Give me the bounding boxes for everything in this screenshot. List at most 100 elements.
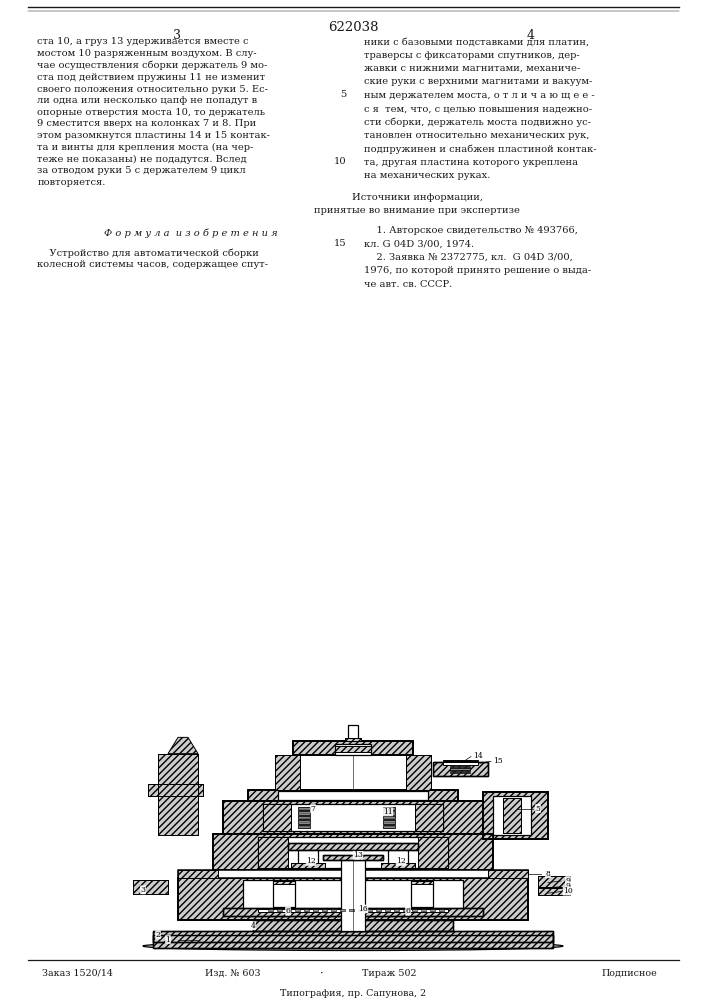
- Text: ным держателем моста, о т л и ч а ю щ е е -: ным держателем моста, о т л и ч а ю щ е …: [364, 91, 595, 100]
- Bar: [322, 909, 327, 911]
- Bar: [433, 762, 488, 776]
- Bar: [335, 746, 371, 752]
- Bar: [411, 881, 433, 884]
- Bar: [298, 807, 310, 810]
- Bar: [323, 855, 383, 860]
- Bar: [275, 755, 300, 790]
- Text: ·: ·: [320, 968, 323, 978]
- Bar: [288, 843, 418, 850]
- Text: 9: 9: [566, 882, 571, 890]
- Bar: [411, 881, 433, 884]
- Bar: [335, 746, 371, 752]
- Bar: [345, 738, 361, 741]
- Text: кл. G 04D 3/00, 1974.: кл. G 04D 3/00, 1974.: [364, 240, 474, 249]
- Text: 10: 10: [563, 887, 573, 895]
- Text: 16: 16: [358, 905, 368, 913]
- Bar: [273, 881, 295, 884]
- Text: ста 10, а груз 13 удерживается вместе с
мостом 10 разряженным воздухом. В слу-
ч: ста 10, а груз 13 удерживается вместе с …: [37, 37, 271, 187]
- Bar: [268, 909, 273, 911]
- Bar: [335, 746, 371, 752]
- Bar: [288, 843, 418, 850]
- Bar: [148, 784, 203, 796]
- Text: на механических руках.: на механических руках.: [364, 171, 491, 180]
- Bar: [348, 725, 358, 741]
- Text: тановлен относительно механических рук,: тановлен относительно механических рук,: [364, 131, 590, 140]
- Bar: [248, 790, 458, 801]
- Bar: [335, 744, 371, 755]
- Bar: [383, 807, 395, 810]
- Text: подпружинен и снабжен пластиной контак-: подпружинен и снабжен пластиной контак-: [364, 144, 597, 154]
- Bar: [263, 804, 291, 831]
- Bar: [263, 804, 443, 831]
- Text: 1976, по которой принято решение о выда-: 1976, по которой принято решение о выда-: [364, 266, 591, 275]
- Text: Источники информации,: Источники информации,: [351, 193, 483, 202]
- Bar: [153, 931, 553, 942]
- Bar: [503, 798, 521, 833]
- Bar: [367, 909, 372, 911]
- Bar: [443, 762, 478, 765]
- Bar: [288, 843, 418, 850]
- Bar: [483, 792, 548, 839]
- Bar: [450, 772, 470, 773]
- Bar: [323, 855, 383, 860]
- Text: принятые во внимание при экспертизе: принятые во внимание при экспертизе: [314, 206, 520, 215]
- Bar: [275, 755, 300, 790]
- Text: 2: 2: [156, 931, 160, 939]
- Bar: [406, 755, 431, 790]
- Bar: [323, 855, 383, 860]
- Bar: [291, 863, 325, 868]
- Bar: [358, 909, 363, 911]
- Bar: [298, 820, 310, 824]
- Bar: [363, 880, 463, 916]
- Bar: [277, 909, 282, 911]
- Bar: [223, 801, 483, 834]
- Bar: [178, 870, 528, 878]
- Bar: [295, 909, 300, 911]
- Bar: [430, 909, 435, 911]
- Bar: [538, 887, 570, 895]
- Bar: [439, 909, 444, 911]
- Bar: [538, 876, 570, 888]
- Bar: [418, 837, 448, 868]
- Bar: [376, 909, 381, 911]
- Bar: [213, 834, 493, 870]
- Text: 12: 12: [306, 857, 316, 865]
- Bar: [406, 755, 431, 790]
- Text: 10: 10: [334, 157, 346, 166]
- Bar: [178, 870, 218, 878]
- Bar: [293, 741, 413, 755]
- Bar: [293, 741, 413, 755]
- Bar: [415, 804, 443, 831]
- Text: 7: 7: [310, 805, 315, 813]
- Bar: [538, 887, 570, 895]
- Bar: [275, 755, 300, 790]
- Bar: [298, 816, 310, 819]
- Text: Изд. № 603: Изд. № 603: [206, 968, 261, 978]
- Bar: [418, 837, 448, 868]
- Bar: [313, 909, 318, 911]
- Bar: [450, 768, 470, 770]
- Text: че авт. св. СССР.: че авт. св. СССР.: [364, 280, 452, 289]
- Bar: [538, 876, 570, 888]
- Bar: [388, 850, 408, 866]
- Bar: [258, 837, 288, 868]
- Bar: [178, 870, 218, 878]
- Bar: [415, 804, 443, 831]
- Bar: [286, 909, 291, 911]
- Bar: [383, 811, 395, 815]
- Bar: [488, 870, 528, 878]
- Text: сти сборки, держатель моста подвижно ус-: сти сборки, держатель моста подвижно ус-: [364, 117, 591, 127]
- Text: 1: 1: [165, 936, 170, 944]
- Bar: [483, 792, 548, 839]
- Bar: [538, 876, 570, 888]
- Polygon shape: [168, 737, 198, 754]
- Text: траверсы с фиксаторами спутников, дер-: траверсы с фиксаторами спутников, дер-: [364, 51, 580, 60]
- Text: с я  тем, что, с целью повышения надежно-: с я тем, что, с целью повышения надежно-: [364, 104, 592, 113]
- Bar: [278, 791, 428, 800]
- Text: 6: 6: [406, 907, 411, 915]
- Bar: [253, 920, 453, 931]
- Text: Заказ 1520/14: Заказ 1520/14: [42, 968, 113, 978]
- Bar: [153, 935, 553, 948]
- Bar: [403, 909, 408, 911]
- Bar: [493, 796, 531, 835]
